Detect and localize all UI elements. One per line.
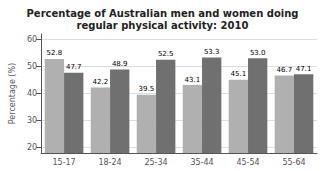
svg-text:regular physical activity: 201: regular physical activity: 2010 bbox=[77, 20, 249, 31]
svg-text:18-24: 18-24 bbox=[98, 158, 121, 167]
svg-text:30: 30 bbox=[27, 116, 37, 125]
svg-text:40: 40 bbox=[27, 89, 37, 98]
svg-text:35-44: 35-44 bbox=[190, 158, 213, 167]
svg-text:15-17: 15-17 bbox=[52, 158, 75, 167]
svg-text:48.9: 48.9 bbox=[112, 60, 128, 68]
svg-text:39.5: 39.5 bbox=[139, 85, 155, 93]
svg-text:45.1: 45.1 bbox=[231, 70, 247, 78]
svg-text:Percentage of Australian men a: Percentage of Australian men and women d… bbox=[27, 8, 299, 19]
svg-text:52.8: 52.8 bbox=[47, 49, 63, 57]
svg-text:45-54: 45-54 bbox=[236, 158, 259, 167]
svg-text:53.0: 53.0 bbox=[250, 49, 266, 57]
svg-text:43.1: 43.1 bbox=[185, 76, 201, 84]
svg-text:47.1: 47.1 bbox=[296, 65, 312, 73]
svg-text:52.5: 52.5 bbox=[158, 50, 174, 58]
svg-text:46.7: 46.7 bbox=[277, 66, 293, 74]
svg-text:20: 20 bbox=[27, 143, 37, 152]
svg-text:60: 60 bbox=[27, 35, 37, 44]
svg-text:55-64: 55-64 bbox=[282, 158, 305, 167]
svg-text:42.2: 42.2 bbox=[93, 78, 109, 86]
svg-text:Percentage (%): Percentage (%) bbox=[8, 63, 17, 124]
svg-text:25-34: 25-34 bbox=[144, 158, 167, 167]
svg-text:47.7: 47.7 bbox=[66, 63, 82, 71]
svg-text:53.3: 53.3 bbox=[204, 48, 220, 56]
svg-text:50: 50 bbox=[27, 62, 37, 71]
